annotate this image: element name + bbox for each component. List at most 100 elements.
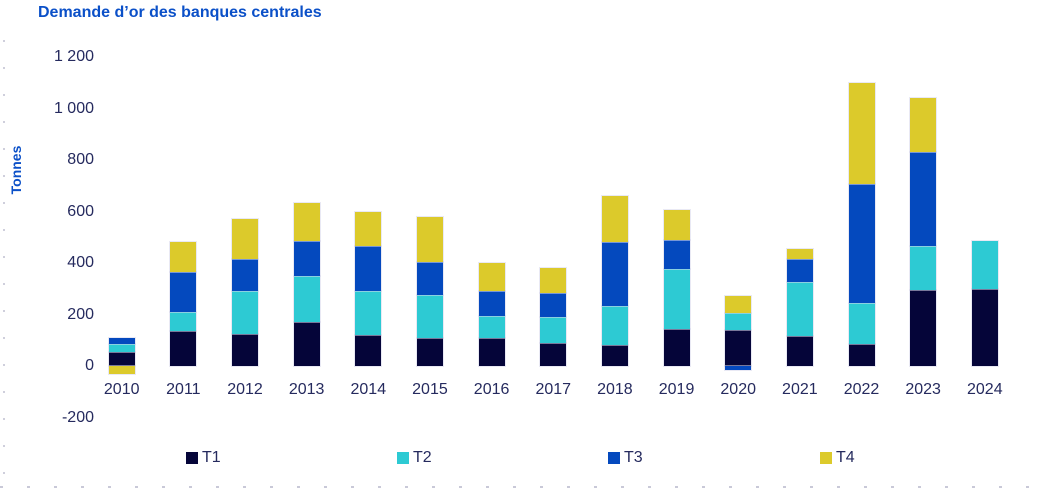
legend-swatch-t4 bbox=[820, 452, 832, 464]
bar-column-2020 bbox=[725, 0, 752, 491]
bottom-dotted-guide bbox=[0, 486, 1043, 488]
bar-segment-t2-2017 bbox=[540, 317, 567, 343]
legend-item-t2: T2 bbox=[397, 449, 432, 467]
bar-segment-t4-2011 bbox=[170, 242, 197, 273]
bar-column-2010 bbox=[108, 0, 135, 491]
x-axis-tick-2020: 2020 bbox=[720, 381, 756, 398]
bar-segment-t3-2015 bbox=[416, 261, 443, 296]
x-axis-tick-2015: 2015 bbox=[412, 381, 448, 398]
bar-segment-t3-2011 bbox=[170, 272, 197, 312]
bar-segment-t4-2021 bbox=[786, 248, 813, 260]
bar-column-2018 bbox=[601, 0, 628, 491]
chart-title: Demande d’or des banques centrales bbox=[38, 4, 322, 21]
bar-segment-t1-2022 bbox=[848, 344, 875, 366]
bar-column-2021 bbox=[786, 0, 813, 491]
y-axis-tick: 600 bbox=[67, 202, 94, 220]
legend-swatch-t2 bbox=[397, 452, 409, 464]
bar-segment-t2-2013 bbox=[293, 275, 320, 323]
x-axis-tick-2019: 2019 bbox=[658, 381, 695, 398]
bar-segment-t4-2016 bbox=[478, 263, 505, 292]
bar-segment-t2-2024 bbox=[971, 241, 998, 289]
legend-item-t4: T4 bbox=[820, 449, 855, 467]
bar-segment-t3-2010 bbox=[108, 337, 135, 345]
bar-segment-t2-2019 bbox=[663, 269, 690, 329]
x-axis-tick-2016: 2016 bbox=[473, 381, 510, 398]
left-dotted-guide bbox=[3, 40, 5, 475]
bar-column-2016 bbox=[478, 0, 505, 491]
legend: T1 T2 T3 T4 bbox=[0, 449, 1043, 471]
y-axis-label-tonnes: Tonnes bbox=[8, 145, 24, 195]
bar-segment-t3-2013 bbox=[293, 241, 320, 276]
bar-column-2011 bbox=[170, 0, 197, 491]
y-axis-tick: 800 bbox=[67, 151, 94, 168]
bar-segment-t3-2021 bbox=[786, 259, 813, 283]
bar-segment-t1-2013 bbox=[293, 322, 320, 366]
bar-segment-t1-2023 bbox=[910, 290, 937, 366]
bar-segment-t4-2018 bbox=[601, 196, 628, 243]
bar-segment-t1-2018 bbox=[601, 345, 628, 366]
bar-segment-t3-2018 bbox=[601, 242, 628, 306]
legend-label-t3: T3 bbox=[624, 449, 643, 466]
y-axis-tick: 1 000 bbox=[53, 99, 94, 117]
bar-segment-t1-2012 bbox=[232, 333, 258, 366]
bar-segment-t2-2020 bbox=[725, 313, 752, 330]
bar-segment-t2-2022 bbox=[848, 302, 875, 345]
bar-segment-t2-2015 bbox=[416, 295, 443, 338]
bar-segment-t3-2020 bbox=[725, 366, 752, 370]
bar-segment-t3-2023 bbox=[910, 152, 937, 247]
x-axis-tick-2013: 2013 bbox=[288, 381, 325, 398]
y-axis-tick: -200 bbox=[61, 408, 94, 426]
bar-segment-t1-2019 bbox=[663, 328, 690, 366]
x-axis-tick-2014: 2014 bbox=[350, 381, 387, 398]
bar-segment-t1-2021 bbox=[786, 336, 813, 366]
bar-segment-t2-2016 bbox=[478, 315, 505, 338]
bar-segment-t3-2014 bbox=[355, 246, 382, 292]
bar-segment-t2-2011 bbox=[170, 311, 197, 332]
x-axis-tick-2010: 2010 bbox=[103, 381, 140, 398]
bar-segment-t4-2020 bbox=[725, 296, 752, 314]
bar-segment-t1-2024 bbox=[971, 288, 998, 366]
bar-segment-t4-2019 bbox=[663, 210, 690, 240]
bar-segment-t4-2017 bbox=[540, 268, 567, 293]
x-axis-tick-2012: 2012 bbox=[227, 381, 263, 398]
bar-segment-t2-2018 bbox=[601, 305, 628, 346]
bar-segment-t4-2015 bbox=[416, 216, 443, 262]
bar-segment-t4-2014 bbox=[355, 211, 382, 247]
bar-segment-t2-2021 bbox=[786, 282, 813, 337]
bar-segment-t1-2014 bbox=[355, 335, 382, 366]
y-axis-tick: 1 200 bbox=[53, 48, 94, 65]
bar-column-2017 bbox=[540, 0, 567, 491]
y-axis-tick: 0 bbox=[85, 357, 94, 374]
legend-swatch-t1 bbox=[186, 452, 198, 464]
legend-swatch-t3 bbox=[608, 452, 620, 464]
legend-label-t2: T2 bbox=[413, 449, 432, 466]
bar-segment-t4-2010 bbox=[108, 366, 135, 374]
bar-segment-t1-2017 bbox=[540, 342, 567, 366]
bar-segment-t3-2017 bbox=[540, 292, 567, 318]
bar-segment-t4-2012 bbox=[232, 219, 258, 260]
bar-segment-t1-2016 bbox=[478, 337, 505, 366]
bar-column-2022 bbox=[848, 0, 875, 491]
bar-column-2019 bbox=[663, 0, 690, 491]
bar-segment-t2-2014 bbox=[355, 291, 382, 336]
bar-segment-t2-2010 bbox=[108, 344, 135, 352]
bar-column-2024 bbox=[971, 0, 998, 491]
x-axis-tick-2024: 2024 bbox=[967, 381, 1003, 398]
x-axis-tick-2011: 2011 bbox=[166, 381, 201, 398]
legend-label-t1: T1 bbox=[202, 449, 221, 466]
bar-segment-t4-2023 bbox=[910, 98, 937, 153]
bar-segment-t3-2019 bbox=[663, 239, 690, 270]
legend-label-t4: T4 bbox=[836, 449, 855, 466]
legend-item-t3: T3 bbox=[608, 449, 643, 467]
bar-segment-t1-2010 bbox=[108, 351, 135, 366]
bar-column-2012 bbox=[232, 0, 258, 491]
bar-segment-t1-2015 bbox=[416, 337, 443, 366]
y-axis-tick: 400 bbox=[67, 254, 94, 271]
bar-segment-t1-2011 bbox=[170, 331, 197, 366]
y-axis-tick: 200 bbox=[67, 305, 94, 323]
bar-segment-t4-2013 bbox=[293, 202, 320, 242]
legend-item-t1: T1 bbox=[186, 449, 221, 467]
bar-segment-t2-2012 bbox=[232, 291, 258, 334]
bar-segment-t1-2020 bbox=[725, 329, 752, 366]
